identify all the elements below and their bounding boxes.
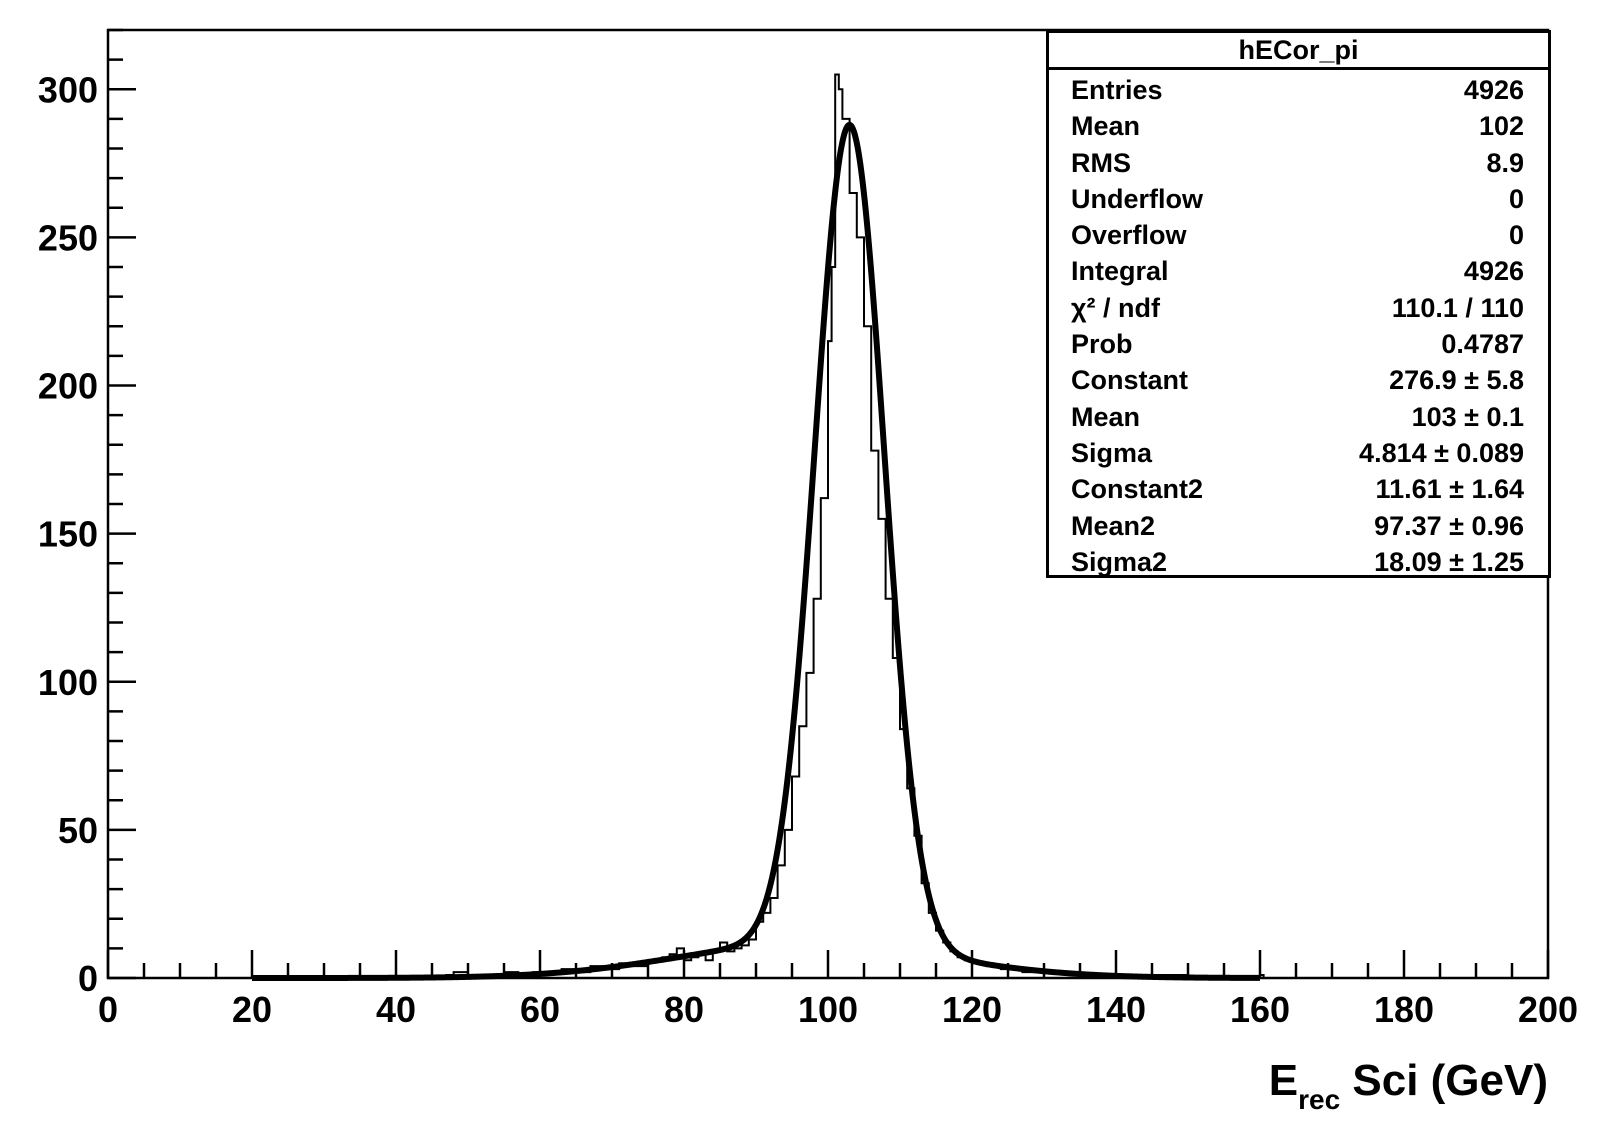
x-tick-label: 140 [1086,989,1146,1030]
stats-value: 11.61 ± 1.64 [1375,474,1524,505]
x-tick-label: 20 [232,989,272,1030]
stats-row: Sigma2 18.09 ± 1.25 [1049,544,1548,580]
stats-row: RMS 8.9 [1049,145,1548,181]
x-tick-label: 40 [376,989,416,1030]
stats-label: Underflow [1071,183,1203,214]
stats-row: Mean 103 ± 0.1 [1049,399,1548,435]
stats-value: 103 ± 0.1 [1411,401,1524,432]
y-tick-label: 150 [38,514,98,555]
stats-label: RMS [1071,147,1131,178]
stats-label: Sigma [1071,437,1153,468]
x-axis-title-subscript: rec [1298,1084,1340,1115]
x-tick-label: 60 [520,989,560,1030]
stats-label: Mean [1071,401,1141,432]
y-tick-label: 50 [58,810,98,851]
stats-row: Prob 0.4787 [1049,326,1548,362]
axis-tick-labels: 0 20 40 60 80 100 120 140 160 180 200 0 50 100 150 200 2… [38,69,1578,1030]
x-tick-label: 160 [1230,989,1290,1030]
stats-value: 4.814 ± 0.089 [1359,437,1524,468]
stats-value: 102 [1478,111,1524,142]
stats-label: Sigma2 [1071,546,1168,577]
x-axis-title: Erec Sci (GeV) [1269,1056,1548,1115]
stats-label: Overflow [1071,220,1187,251]
stats-label: Entries [1071,75,1163,105]
x-tick-label: 180 [1374,989,1434,1030]
stats-value: 0 [1508,183,1524,214]
stats-value: 0 [1508,220,1524,251]
stats-label: Constant2 [1071,474,1204,505]
stats-row: Mean 102 [1049,108,1548,144]
stats-value: 276.9 ± 5.8 [1389,365,1524,396]
stats-label: Constant [1071,365,1188,396]
stats-row: Overflow 0 [1049,217,1548,253]
stats-row: Constant2 11.61 ± 1.64 [1049,471,1548,507]
x-axis-title-rest: Sci (GeV) [1340,1056,1548,1105]
x-tick-label: 100 [798,989,858,1030]
stats-value: 4926 [1463,256,1524,287]
stats-label: χ² / ndf [1071,292,1161,323]
stats-row: Mean2 97.37 ± 0.96 [1049,508,1548,544]
y-tick-label: 200 [38,366,98,407]
x-tick-label: 200 [1518,989,1578,1030]
stats-value: 4926 [1463,75,1524,105]
y-tick-label: 250 [38,217,98,258]
x-tick-label: 0 [98,989,118,1030]
stats-rows: Entries 4926 Mean 102 RMS 8.9 Underflow 0 Overfl… [1049,70,1548,580]
stats-row: Sigma 4.814 ± 0.089 [1049,435,1548,471]
stats-value: 110.1 / 110 [1391,292,1524,323]
stats-value: 8.9 [1486,147,1524,178]
y-tick-label: 300 [38,69,98,110]
stats-row: Constant 276.9 ± 5.8 [1049,362,1548,398]
stats-row: Integral 4926 [1049,253,1548,289]
stats-label: Mean2 [1071,510,1156,541]
fit-curve [249,121,1263,981]
y-tick-label: 0 [78,958,98,999]
stats-row: χ² / ndf 110.1 / 110 [1049,290,1548,326]
stats-row: Underflow 0 [1049,181,1548,217]
y-tick-label: 100 [38,662,98,703]
x-axis-title-main: E [1269,1056,1298,1105]
x-tick-label: 120 [942,989,1002,1030]
stats-box: hECor_pi Entries 4926 Mean 102 RMS 8.9 Underfl… [1046,30,1551,578]
stats-title: hECor_pi [1049,33,1548,70]
stats-label: Mean [1071,111,1141,142]
stats-row: Entries 4926 [1049,72,1548,108]
stats-value: 18.09 ± 1.25 [1374,546,1524,577]
x-tick-label: 80 [664,989,704,1030]
stats-label: Prob [1071,329,1133,360]
stats-value: 0.4787 [1441,329,1524,360]
stats-value: 97.37 ± 0.96 [1374,510,1524,541]
stats-label: Integral [1071,256,1169,287]
